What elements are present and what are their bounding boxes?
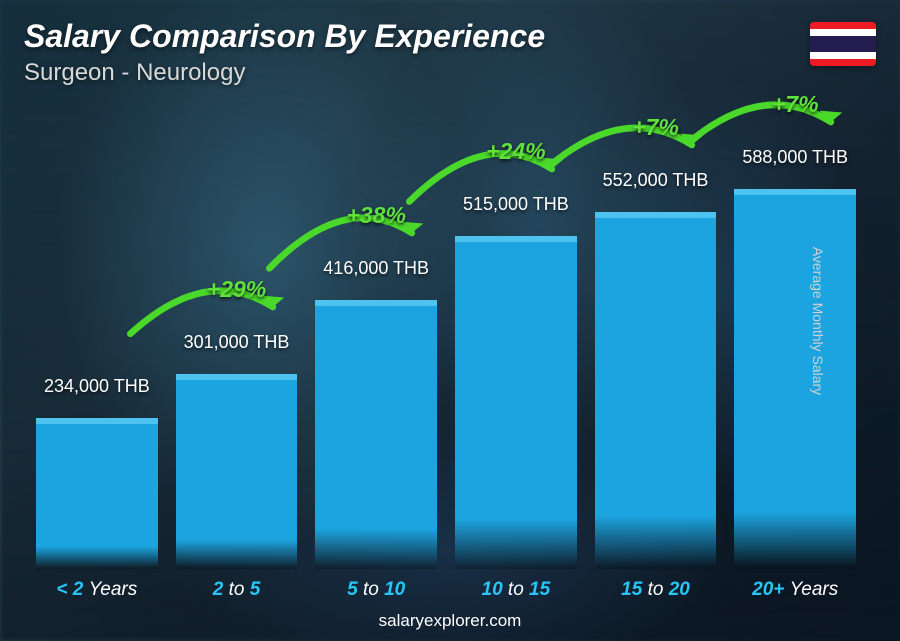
xlabel-post: 20 bbox=[669, 579, 690, 600]
x-axis-category: 10 to 15 bbox=[455, 579, 577, 601]
xlabel-mid: to bbox=[229, 579, 250, 600]
bar-cap bbox=[734, 189, 856, 195]
x-axis-category: < 2 Years bbox=[36, 579, 158, 601]
bar-slot: 416,000 THB+38% bbox=[315, 300, 437, 569]
xlabel-pre: 5 bbox=[347, 579, 363, 600]
xlabel-pre: 20+ bbox=[752, 579, 790, 600]
bar: 515,000 THB+24% bbox=[455, 236, 577, 569]
bar-cap bbox=[315, 300, 437, 306]
chart-subtitle: Surgeon - Neurology bbox=[24, 59, 545, 87]
chart-header: Salary Comparison By Experience Surgeon … bbox=[24, 18, 545, 87]
increase-arrow-icon bbox=[667, 84, 862, 179]
bar-cap bbox=[36, 418, 158, 424]
flag-stripe bbox=[810, 22, 876, 29]
xlabel-pre: 15 bbox=[621, 579, 647, 600]
country-flag-thailand bbox=[810, 22, 876, 66]
xlabel-post: 10 bbox=[384, 579, 405, 600]
y-axis-label: Average Monthly Salary bbox=[810, 246, 826, 394]
xlabel-mid: to bbox=[648, 579, 669, 600]
xlabel-post: Years bbox=[790, 579, 839, 600]
x-axis-category: 15 to 20 bbox=[595, 579, 717, 601]
xlabel-post: 5 bbox=[250, 579, 261, 600]
x-axis-category: 5 to 10 bbox=[315, 579, 437, 601]
bar: 416,000 THB+38% bbox=[315, 300, 437, 569]
flag-stripe bbox=[810, 59, 876, 66]
footer-source: salaryexplorer.com bbox=[0, 611, 900, 631]
bar-cap bbox=[595, 212, 717, 218]
bar: 301,000 THB+29% bbox=[176, 374, 298, 569]
flag-stripe bbox=[810, 52, 876, 59]
flag-stripe bbox=[810, 29, 876, 36]
bar-slot: 234,000 THB bbox=[36, 418, 158, 569]
xlabel-pre: 10 bbox=[482, 579, 508, 600]
bar-cap bbox=[176, 374, 298, 380]
x-axis-category: 2 to 5 bbox=[176, 579, 298, 601]
bar: 552,000 THB+7% bbox=[595, 212, 717, 569]
xlabel-post: Years bbox=[89, 579, 138, 600]
flag-stripe bbox=[810, 36, 876, 52]
bar-value-label: 234,000 THB bbox=[44, 376, 150, 397]
xlabel-pre: < 2 bbox=[56, 579, 88, 600]
bar: 588,000 THB+7% bbox=[734, 189, 856, 569]
chart-title: Salary Comparison By Experience bbox=[24, 18, 545, 55]
xlabel-mid: to bbox=[363, 579, 384, 600]
x-axis-labels: < 2 Years2 to 55 to 1010 to 1515 to 2020… bbox=[36, 579, 856, 601]
xlabel-post: 15 bbox=[529, 579, 550, 600]
xlabel-mid: to bbox=[508, 579, 529, 600]
bar-cap bbox=[455, 236, 577, 242]
x-axis-category: 20+ Years bbox=[734, 579, 856, 601]
bar-slot: 588,000 THB+7% bbox=[734, 189, 856, 569]
bar-slot: 552,000 THB+7% bbox=[595, 212, 717, 569]
bar-chart: 234,000 THB301,000 THB+29%416,000 THB+38… bbox=[36, 109, 856, 569]
xlabel-pre: 2 bbox=[213, 579, 229, 600]
bar-slot: 301,000 THB+29% bbox=[176, 374, 298, 569]
bar: 234,000 THB bbox=[36, 418, 158, 569]
bar-slot: 515,000 THB+24% bbox=[455, 236, 577, 569]
